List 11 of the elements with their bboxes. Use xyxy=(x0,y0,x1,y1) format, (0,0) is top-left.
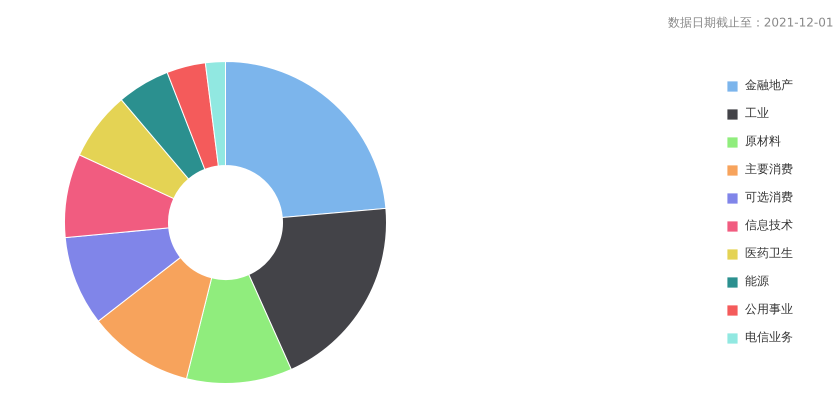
legend-label: 原材料 xyxy=(745,133,781,150)
text: 数据日期截止至：2021-12-01 xyxy=(668,16,834,30)
legend-label: 医药卫生 xyxy=(745,245,793,262)
legend-label: 可选消费 xyxy=(745,189,793,206)
legend-label: 公用事业 xyxy=(745,301,793,318)
legend-label: 主要消费 xyxy=(745,161,793,178)
legend-label: 能源 xyxy=(745,273,769,290)
legend-label: 金融地产 xyxy=(745,77,793,94)
legend-label: 工业 xyxy=(745,105,769,122)
legend-label: 信息技术 xyxy=(745,217,793,234)
legend-label: 电信业务 xyxy=(745,329,793,346)
